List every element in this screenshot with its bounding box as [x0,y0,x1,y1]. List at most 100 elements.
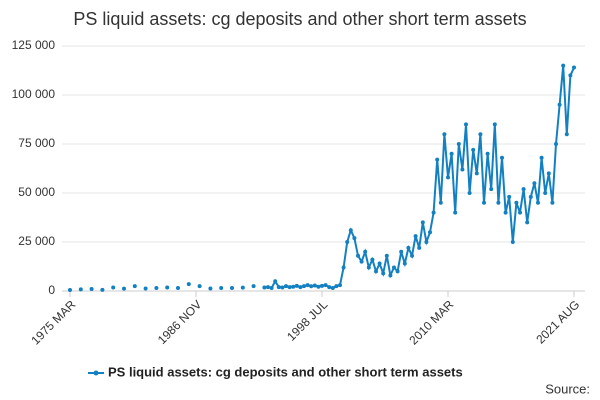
data-point [464,122,468,127]
data-point [132,284,137,289]
data-point [557,102,562,107]
data-point [543,191,548,195]
x-tick-label: 1986 NOV [155,297,205,347]
data-point [78,287,83,292]
data-point [302,284,306,289]
data-point [276,285,281,290]
data-point [474,171,479,176]
data-point [446,175,450,180]
data-point [503,210,508,215]
y-tick-label: 125 000 [12,38,56,52]
data-point [449,151,454,156]
data-point [280,285,285,290]
data-point [485,151,490,156]
data-point [399,249,404,254]
data-point [554,142,558,146]
x-tick-label: 2010 MAR [406,297,456,347]
data-point [435,157,440,162]
data-point [413,234,418,239]
data-point [338,283,342,288]
data-point [287,285,292,290]
data-point [406,245,411,250]
data-point [442,132,447,137]
data-point [536,200,540,205]
data-point [514,200,519,205]
y-tick-label: 25 000 [18,234,55,248]
data-point [564,132,569,137]
data-point [374,269,378,274]
data-point [507,194,512,199]
data-point [262,285,267,290]
data-point [334,284,339,289]
data-point [230,286,234,291]
data-point [539,155,544,160]
data-point [518,210,522,215]
data-point [208,286,213,291]
y-tick-label: 100 000 [12,87,56,101]
data-point [330,286,335,291]
data-point [291,284,296,289]
data-point [240,285,245,290]
data-point [572,65,576,70]
data-point [348,228,353,233]
data-point [402,261,407,266]
data-point [327,285,332,290]
data-point [377,261,382,266]
y-tick-label: 50 000 [18,185,55,199]
data-point [460,167,465,172]
data-point [352,236,357,241]
data-point [410,253,414,258]
data-point [478,132,483,137]
data-point [284,284,288,289]
chart-title: PS liquid assets: cg deposits and other … [73,9,526,29]
data-point [298,285,303,290]
data-point [68,288,72,293]
data-point [89,287,94,292]
data-point [186,282,191,287]
data-point [510,240,515,244]
data-point [546,171,551,176]
data-point [154,286,159,291]
data-point [532,181,537,186]
data-point [122,286,126,291]
data-point [471,147,476,152]
data-point [370,257,375,262]
data-point [269,286,274,291]
data-point [266,285,270,290]
data-point [356,253,360,258]
series-line [264,65,575,290]
data-point [428,230,432,235]
data-point [420,220,425,225]
data-point [424,240,429,244]
data-point [392,265,396,270]
data-point [323,283,328,288]
data-point [165,285,170,290]
data-point [381,271,386,276]
data-point [363,249,368,254]
data-point [550,200,555,205]
data-point [467,191,472,195]
data-point [366,265,371,270]
data-point [500,155,504,160]
x-tick-label: 1975 MAR [28,297,78,347]
data-point [316,284,321,289]
data-point [417,245,422,250]
data-point [341,265,346,270]
data-point [273,279,278,284]
data-point [251,284,256,289]
source: Source: [545,381,590,396]
data-point [561,63,566,68]
data-point [219,286,224,291]
data-point [489,187,494,192]
data-point [345,240,350,244]
data-point [143,286,148,291]
data-point [496,200,501,205]
data-point [492,122,497,127]
legend-marker [93,370,99,376]
y-tick-label: 0 [48,283,55,297]
data-point [438,200,443,205]
data-point [176,286,180,291]
data-point [521,187,526,192]
data-point [525,220,530,225]
